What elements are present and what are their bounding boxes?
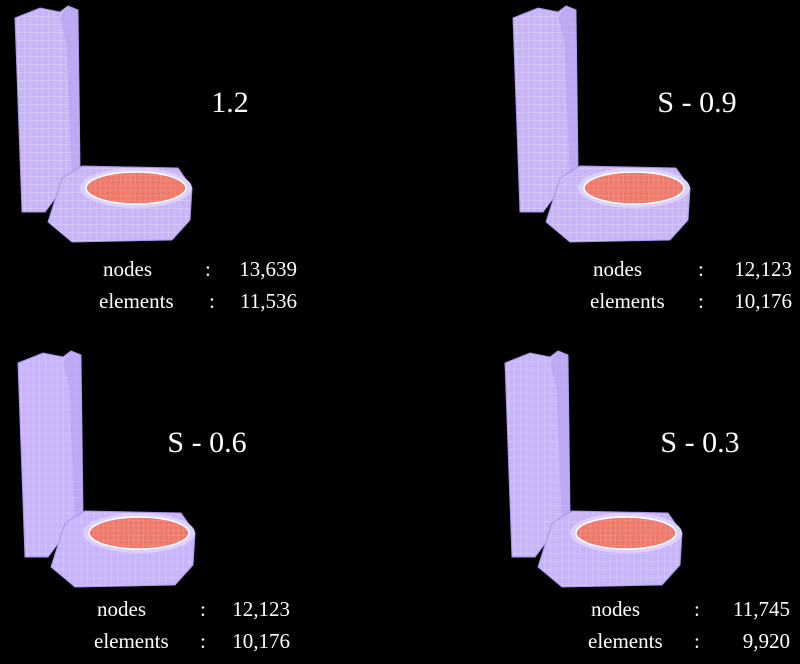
nodes-value: 11,745 (733, 597, 790, 621)
separator: : (205, 257, 211, 281)
nodes-label: nodes (593, 257, 642, 281)
nodes-value: 12,123 (232, 597, 290, 621)
separator: : (694, 597, 700, 621)
nodes-value: 12,123 (734, 257, 792, 281)
elements-label: elements (94, 629, 169, 653)
elements-value: 10,176 (232, 629, 290, 653)
panel-title: S - 0.3 (660, 426, 739, 459)
separator: : (200, 629, 206, 653)
nodes-label: nodes (591, 597, 640, 621)
elements-label: elements (588, 629, 663, 653)
elements-value: 10,176 (734, 289, 792, 313)
nodes-label: nodes (97, 597, 146, 621)
separator: : (698, 257, 704, 281)
nodes-label: nodes (103, 257, 152, 281)
nodes-value: 13,639 (239, 257, 297, 281)
panel-title: S - 0.9 (657, 86, 736, 119)
separator: : (209, 289, 215, 313)
elements-label: elements (590, 289, 665, 313)
panel-title: S - 0.6 (167, 426, 246, 459)
separator: : (694, 629, 700, 653)
elements-label: elements (99, 289, 174, 313)
mesh-model (504, 350, 683, 588)
elements-value: 11,536 (240, 289, 297, 313)
mesh-model (512, 5, 691, 243)
panel-title: 1.2 (211, 86, 249, 119)
mesh-model (17, 350, 196, 588)
separator: : (698, 289, 704, 313)
separator: : (200, 597, 206, 621)
mesh-model (14, 5, 193, 243)
elements-value: 9,920 (743, 629, 790, 653)
